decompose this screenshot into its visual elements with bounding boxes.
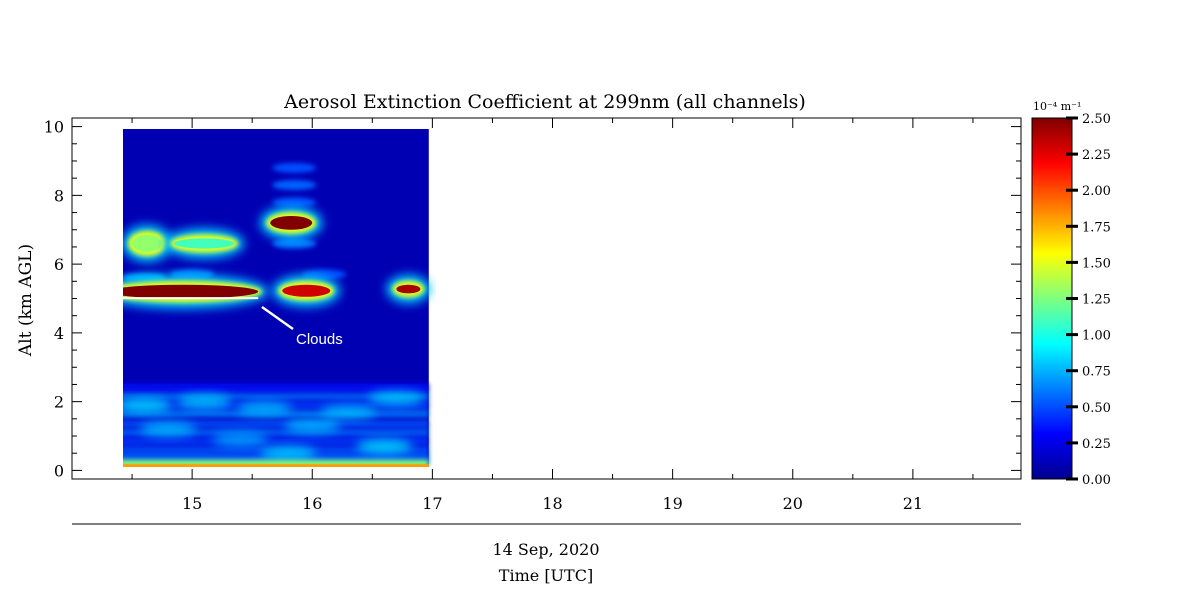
cloud-base-line	[123, 297, 259, 300]
x-tick-label: 21	[903, 494, 923, 513]
aerosol-lump	[320, 404, 377, 419]
colorbar-tick-label: 1.50	[1082, 256, 1111, 271]
chart-title: Aerosol Extinction Coefficient at 299nm …	[283, 91, 806, 113]
feature-core	[123, 284, 259, 299]
y-axis-label: Alt (km AGL)	[16, 244, 36, 357]
colorbar-tick-label: 0.00	[1082, 473, 1111, 488]
aerosol-streak	[123, 437, 429, 446]
aerosol-lump	[272, 180, 317, 191]
colorbar-tick-label: 2.00	[1082, 184, 1111, 199]
aerosol-lump	[140, 422, 197, 437]
x-tick-label: 18	[542, 494, 562, 513]
aerosol-lump	[260, 446, 317, 461]
x-tick-label: 17	[422, 494, 442, 513]
colorbar-tick-label: 0.50	[1082, 401, 1111, 416]
aerosol-lump	[272, 197, 317, 208]
heatmap-raster	[123, 129, 431, 467]
y-tick-label: 6	[54, 255, 64, 274]
x-tick-label: 19	[662, 494, 682, 513]
colorbar-tick-label: 2.50	[1082, 112, 1111, 127]
aerosol-streak	[123, 392, 429, 401]
aerosol-lump	[236, 401, 293, 416]
clouds-annotation: Clouds	[296, 331, 343, 348]
colorbar-ticks: 0.00 0.25 0.50 0.75 1.00 1.25 1.50 1.75 2.00 2.25…	[1066, 112, 1111, 488]
surface-line	[123, 464, 429, 467]
x-tick-label: 20	[783, 494, 803, 513]
aerosol-lump	[212, 432, 269, 447]
clouds-annotation-arrow	[261, 305, 294, 331]
aerosol-streak	[123, 383, 429, 393]
feature-core	[396, 284, 421, 294]
colorbar-tick-label: 0.75	[1082, 365, 1111, 380]
y-tick-label: 2	[54, 393, 64, 412]
x-axis: 15 16 17 18 19 20 21	[131, 118, 974, 513]
colorbar-tick-label: 1.75	[1082, 220, 1111, 235]
aerosol-streak	[123, 428, 429, 437]
aerosol-lump	[176, 394, 233, 409]
aerosol-lump	[272, 162, 317, 173]
aerosol-lump	[284, 418, 341, 433]
y-axis: 0 2 4 6 8 10	[44, 118, 1021, 480]
feature-core	[282, 284, 331, 297]
aerosol-lump	[356, 439, 413, 454]
x-tick-label: 15	[182, 494, 202, 513]
y-tick-label: 4	[54, 324, 64, 343]
y-tick-label: 10	[44, 118, 64, 137]
aerosol-lump	[272, 238, 317, 249]
feature-core	[174, 238, 235, 249]
y-tick-label: 8	[54, 186, 64, 205]
colorbar-tick-label: 0.25	[1082, 437, 1111, 452]
x-tick-label: 16	[302, 494, 322, 513]
colorbar	[1031, 117, 1073, 480]
aerosol-lump	[368, 391, 425, 406]
colorbar-tick-label: 1.25	[1082, 293, 1111, 308]
date-label: 14 Sep, 2020	[492, 540, 599, 559]
colorbar-unit-label: 10⁻⁴ m⁻¹	[1033, 100, 1081, 113]
feature-core	[270, 215, 313, 230]
feature-core	[132, 234, 163, 253]
colorbar-tick-label: 2.25	[1082, 148, 1111, 163]
y-tick-label: 0	[54, 461, 64, 480]
aerosol-streak	[123, 419, 429, 429]
x-axis-label: Time [UTC]	[499, 566, 593, 585]
surface-band	[123, 460, 429, 467]
colorbar-tick-label: 1.00	[1082, 329, 1111, 344]
aerosol-lump	[123, 398, 173, 413]
